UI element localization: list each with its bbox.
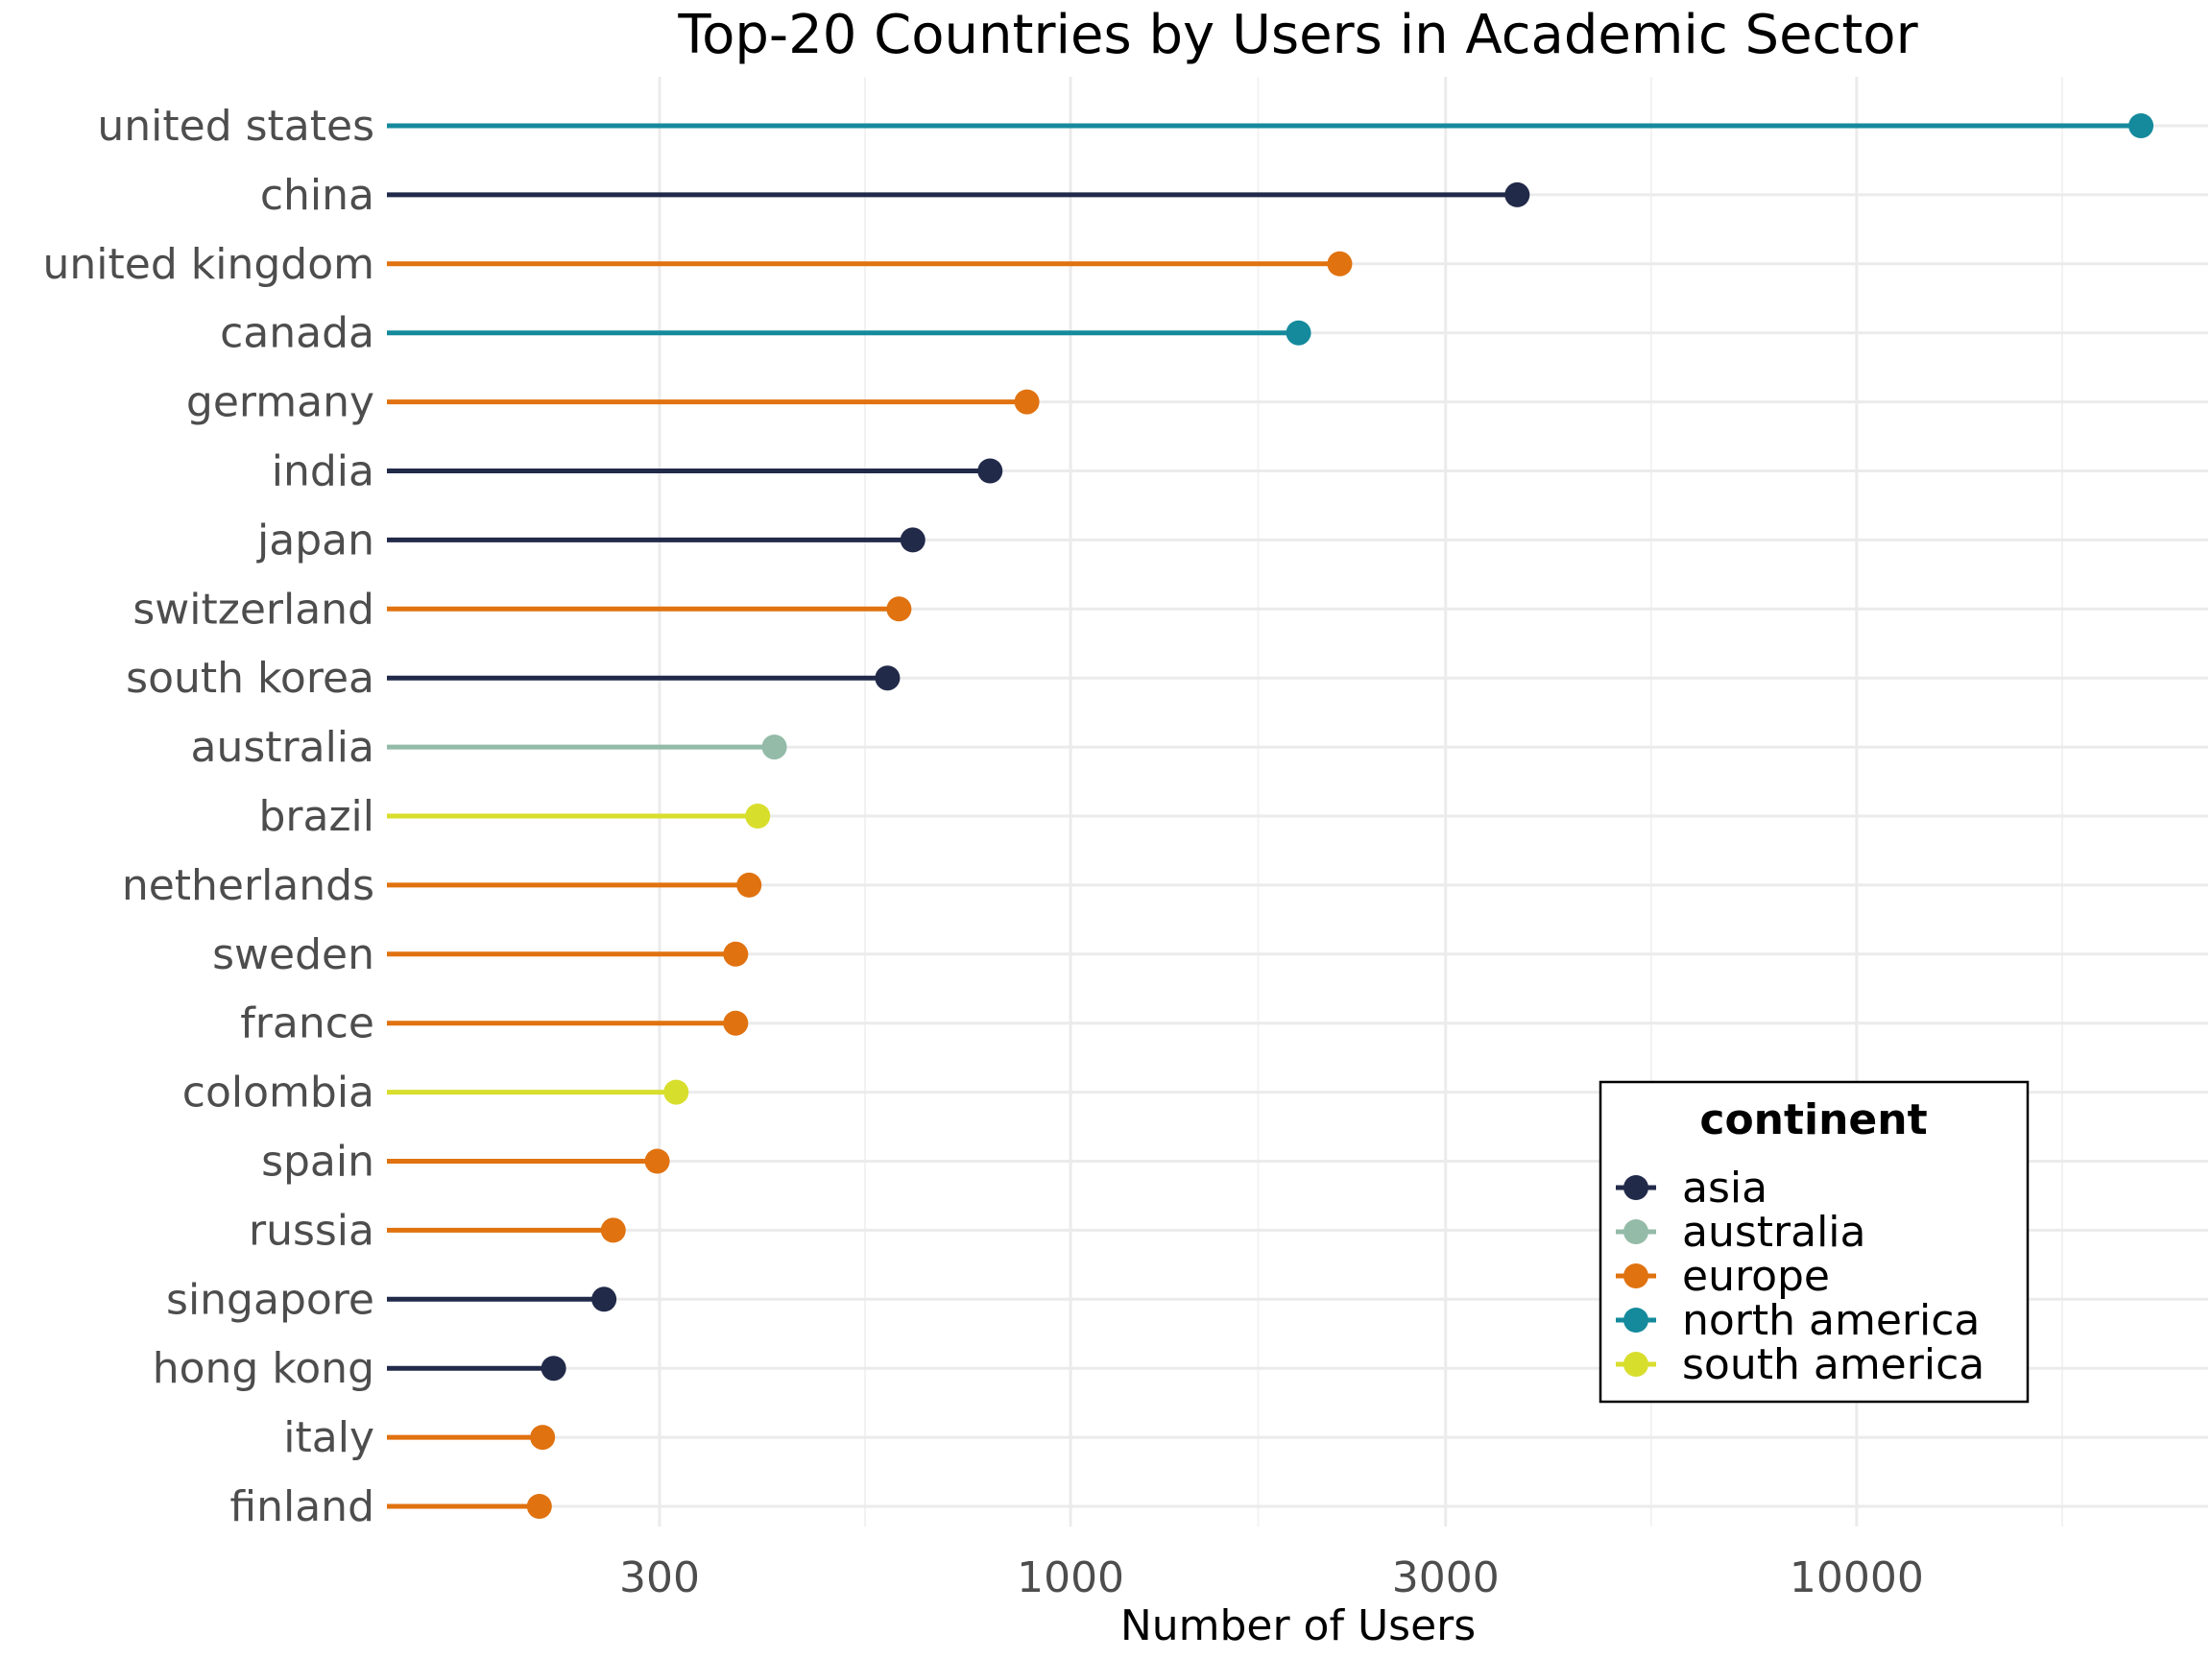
y-tick-label: france [240,999,374,1048]
y-axis-labels: united states china united kingdom canada ge… [43,102,374,1531]
x-tick-label: 1000 [1017,1553,1124,1602]
legend-label: australia [1682,1208,1866,1257]
y-tick-label: india [272,447,374,496]
lollipop-point [530,1425,556,1451]
y-tick-label: italy [283,1413,374,1462]
legend-label: asia [1682,1164,1767,1213]
x-axis-tick-labels: 300 1000 3000 10000 [619,1553,1924,1602]
lollipop-point [900,527,926,553]
lollipop-point [600,1217,626,1243]
lollipop-point [736,872,762,898]
lollipop-point [644,1148,670,1174]
y-tick-label: colombia [182,1069,374,1118]
lollipop-point [663,1079,689,1105]
legend-swatch-point [1623,1308,1648,1333]
y-tick-label: united kingdom [43,240,374,289]
chart-title: Top-20 Countries by Users in Academic Se… [677,4,1918,66]
y-tick-label: united states [97,102,374,151]
y-tick-label: netherlands [122,861,374,910]
lollipop-point [526,1494,552,1519]
lollipop-point [1327,251,1353,276]
y-tick-label: finland [229,1482,374,1531]
legend-box [1599,1080,2030,1404]
legend-label: south america [1682,1340,1984,1389]
y-tick-label: australia [191,723,375,772]
lollipop-point [723,1010,749,1036]
lollipop-point [745,804,771,829]
legend-swatch-point [1623,1175,1648,1200]
legend-title: continent [1699,1095,1927,1144]
lollipop-points [526,113,2154,1519]
lollipop-stems [387,123,2142,1509]
legend-label: north america [1682,1296,1980,1345]
lollipop-point [723,941,749,967]
y-tick-label: singapore [166,1275,374,1324]
legend-swatch-point [1623,1263,1648,1288]
lollipop-point [591,1286,617,1312]
lollipop-point [977,458,1003,484]
lollipop-point [2128,113,2154,138]
lollipop-point [1286,320,1311,346]
y-tick-label: japan [256,516,374,565]
x-tick-label: 3000 [1392,1553,1500,1602]
y-tick-label: sweden [212,930,374,979]
y-tick-label: spain [261,1138,374,1187]
y-tick-label: switzerland [132,585,374,634]
y-tick-label: south korea [126,654,374,703]
y-tick-label: germany [186,378,374,427]
y-tick-label: russia [249,1206,374,1255]
y-tick-label: brazil [258,792,374,841]
legend-swatch-point [1623,1352,1648,1377]
x-tick-label: 300 [619,1553,700,1602]
lollipop-point [761,734,787,760]
y-tick-label: canada [220,309,374,358]
lollipop-point [541,1356,566,1382]
lollipop-point [1504,181,1530,207]
x-axis-label: Number of Users [1120,1601,1476,1650]
lollipop-point [875,665,901,691]
legend-label: europe [1682,1252,1830,1301]
y-tick-label: hong kong [153,1344,374,1393]
lollipop-point [1014,389,1040,415]
y-tick-label: china [260,171,374,220]
legend-swatch-point [1623,1219,1648,1244]
lollipop-point [886,596,912,622]
x-tick-label: 10000 [1790,1553,1924,1602]
